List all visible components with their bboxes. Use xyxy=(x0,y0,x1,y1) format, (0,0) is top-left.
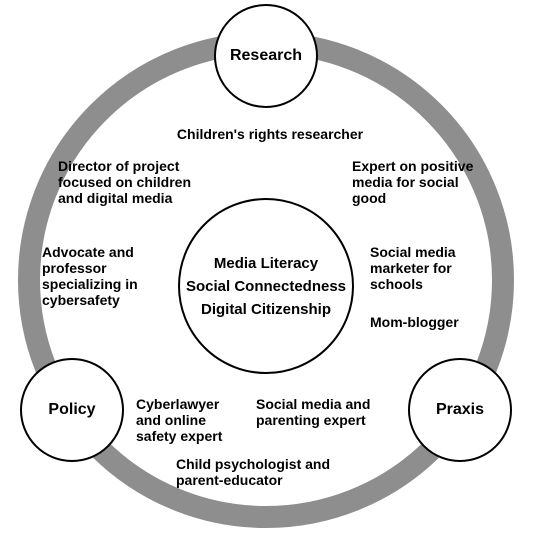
label-advocate: Advocate and professor specializing in c… xyxy=(42,244,172,308)
diagram-stage: Media Literacy Social Connectedness Digi… xyxy=(0,0,533,541)
node-praxis-label: Praxis xyxy=(436,401,484,419)
label-mom-blogger: Mom-blogger xyxy=(370,314,490,330)
label-childrens-rights: Children's rights researcher xyxy=(140,126,400,142)
center-term-1: Media Literacy xyxy=(214,255,318,272)
label-sm-parenting: Social media and parenting expert xyxy=(256,396,396,428)
label-cyberlawyer: Cyberlawyer and online safety expert xyxy=(136,396,246,444)
center-term-2: Social Connectedness xyxy=(186,278,346,295)
label-expert-positive: Expert on positive media for social good xyxy=(352,158,482,206)
node-policy: Policy xyxy=(20,358,124,462)
label-director: Director of project focused on children … xyxy=(58,158,218,206)
label-social-marketer: Social media marketer for schools xyxy=(370,244,490,292)
center-circle: Media Literacy Social Connectedness Digi… xyxy=(178,198,354,374)
node-research: Research xyxy=(214,4,318,108)
node-research-label: Research xyxy=(230,47,302,65)
node-praxis: Praxis xyxy=(408,358,512,462)
node-policy-label: Policy xyxy=(48,401,95,419)
center-term-3: Digital Citizenship xyxy=(201,301,331,318)
label-child-psych: Child psychologist and parent-educator xyxy=(176,456,356,488)
center-terms: Media Literacy Social Connectedness Digi… xyxy=(178,252,354,321)
